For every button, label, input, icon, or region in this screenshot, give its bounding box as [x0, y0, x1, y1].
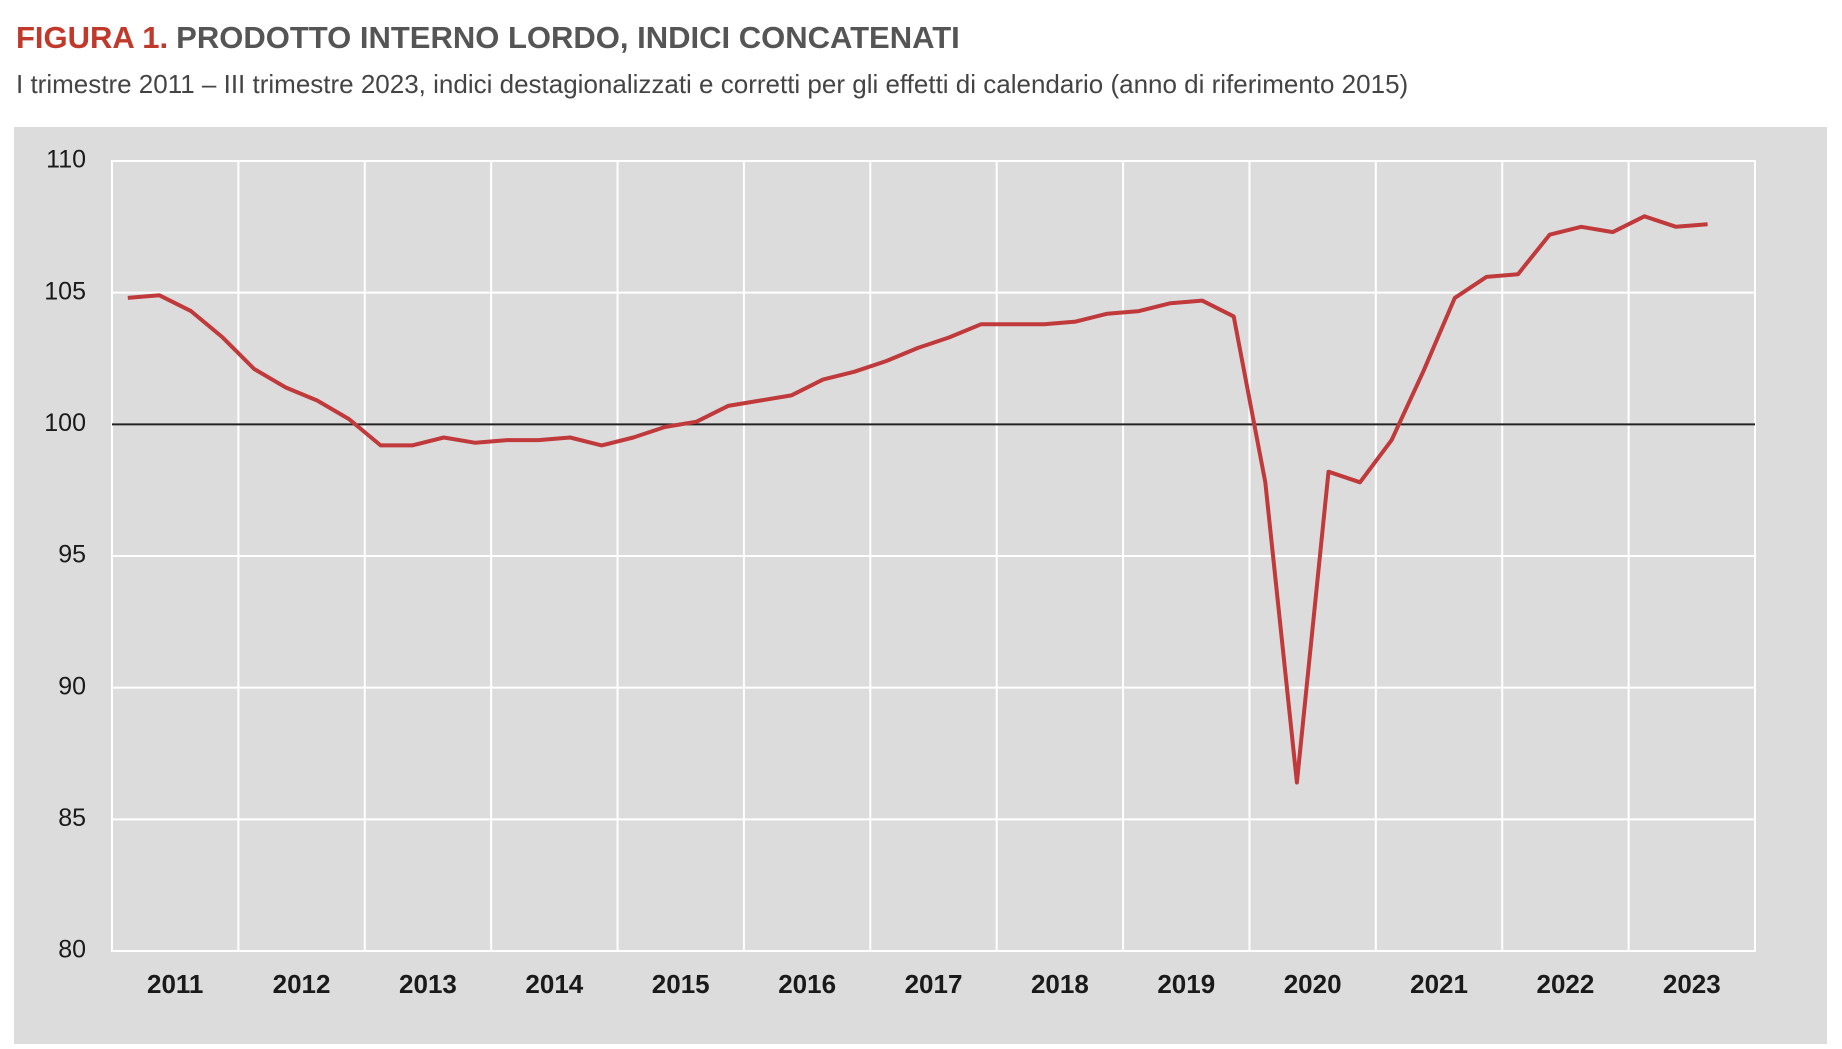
x-tick-label: 2013 — [399, 969, 457, 999]
x-tick-label: 2018 — [1031, 969, 1089, 999]
x-tick-label: 2014 — [525, 969, 583, 999]
x-tick-label: 2017 — [905, 969, 963, 999]
series-line — [127, 214, 1708, 785]
x-tick-label: 2020 — [1284, 969, 1342, 999]
y-tick-label: 85 — [58, 804, 86, 832]
y-tick-label: 90 — [58, 672, 86, 700]
title-text: PRODOTTO INTERNO LORDO, INDICI CONCATENA… — [176, 20, 960, 55]
x-tick-label: 2015 — [652, 969, 710, 999]
x-tick-label: 2016 — [778, 969, 836, 999]
y-tick-label: 110 — [46, 146, 86, 174]
plot-panel — [14, 127, 1827, 1044]
y-tick-label: 80 — [58, 936, 86, 964]
y-tick-label: 95 — [58, 541, 86, 569]
y-tick-label: 100 — [44, 409, 86, 437]
chart-title: FIGURA 1. PRODOTTO INTERNO LORDO, INDICI … — [16, 20, 960, 55]
chart-subtitle: I trimestre 2011 – III trimestre 2023, i… — [16, 69, 1408, 99]
title-prefix: FIGURA 1. — [16, 20, 168, 55]
x-tick-label: 2021 — [1410, 969, 1468, 999]
y-tick-label: 105 — [44, 277, 86, 305]
x-tick-label: 2022 — [1537, 969, 1595, 999]
x-tick-label: 2011 — [147, 969, 203, 999]
x-tick-label: 2019 — [1157, 969, 1215, 999]
x-tick-label: 2012 — [273, 969, 331, 999]
x-tick-label: 2023 — [1663, 969, 1721, 999]
